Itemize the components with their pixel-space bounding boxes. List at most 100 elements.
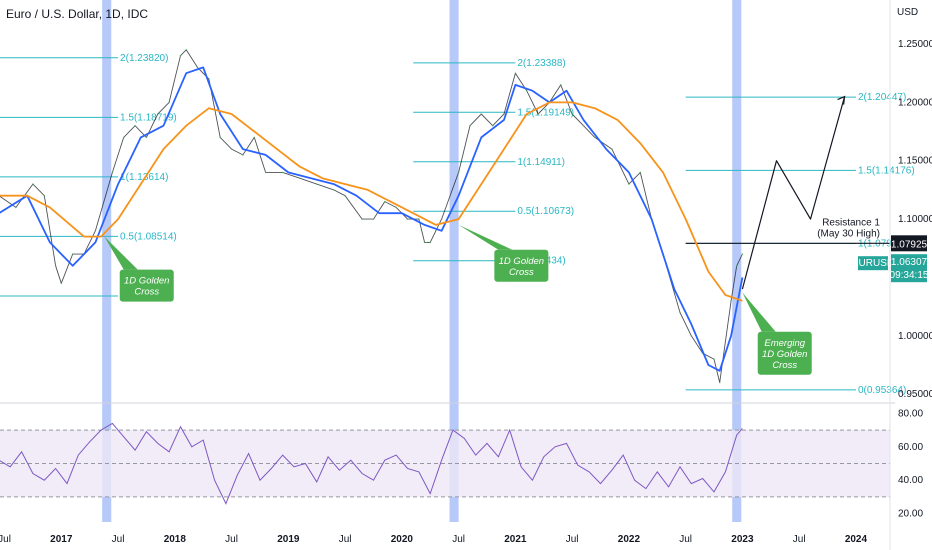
price-point: [32, 183, 34, 185]
price-point: [156, 113, 159, 115]
price-point: [457, 171, 460, 174]
price-point: [332, 189, 335, 191]
callout-text: Cross: [509, 267, 534, 278]
resistance-price-badge: [891, 235, 927, 252]
price-point: [735, 264, 738, 267]
ma200-line: [0, 101, 743, 302]
chart-title: Euro / U.S. Dollar, 1D, IDC: [6, 7, 149, 21]
price-point: [491, 124, 494, 127]
fib-label: 2(1.20447): [858, 92, 906, 103]
callout-text: 1D Golden: [499, 256, 544, 267]
countdown-text: 09:34:15: [890, 270, 929, 281]
price-point: [690, 335, 693, 337]
price-point: [230, 148, 233, 150]
rsi-band: [0, 429, 890, 498]
current-price-badge: [891, 254, 927, 283]
x-tick-label: Jul: [452, 534, 465, 545]
price-point: [15, 206, 17, 209]
x-tick-label: Jul: [679, 534, 692, 545]
price-point: [594, 136, 596, 139]
fib-label: 0.5(1.08514): [120, 231, 177, 242]
price-point: [43, 194, 46, 197]
price-point: [429, 241, 432, 244]
price-point: [395, 206, 397, 209]
price-point: [60, 282, 63, 285]
symbol-badge: [858, 256, 888, 271]
price-point: [525, 89, 528, 92]
x-tick-label: Jul: [0, 534, 11, 545]
price-point: [94, 229, 97, 232]
callout-box: [757, 331, 812, 375]
fib-label: 2(1.23388): [517, 58, 565, 69]
x-tick-label: Jul: [112, 534, 125, 545]
rsi-line: [0, 422, 743, 505]
rsi-tick-label: 80.00: [898, 408, 923, 419]
price-point: [54, 264, 57, 267]
price-point: [628, 183, 630, 185]
x-tick-label: 2018: [164, 534, 187, 545]
price-point: [264, 171, 267, 174]
price-point: [611, 148, 613, 150]
price-point: [122, 136, 125, 139]
x-tick-label: 2021: [504, 534, 527, 545]
price-point: [372, 218, 375, 220]
fib-label: 1.5(1.19149): [517, 107, 574, 118]
price-point: [111, 171, 114, 174]
x-tick-label: Jul: [225, 534, 238, 545]
y-tick-label: 0.95000: [898, 389, 932, 400]
price-point: [145, 136, 148, 139]
price-point: [480, 113, 483, 115]
price-point: [713, 358, 715, 360]
x-tick-label: 2023: [731, 534, 754, 545]
golden-cross-highlight: [102, 0, 112, 522]
price-point: [134, 124, 136, 127]
price-point: [185, 49, 187, 51]
callout-text: 1D Golden: [762, 349, 807, 360]
price-point: [384, 200, 386, 203]
price-point: [514, 72, 517, 74]
fib-label: 0(0.95364): [858, 385, 906, 396]
price-point: [361, 218, 363, 220]
rsi-tick-label: 60.00: [898, 442, 923, 453]
callout-pointer: [742, 292, 776, 332]
callout-text: Emerging: [764, 338, 805, 349]
fib-label: 1(1.07905): [858, 239, 906, 250]
ma50-line: [0, 66, 744, 372]
price-point: [168, 101, 170, 104]
x-tick-label: 2019: [277, 534, 300, 545]
golden-cross-highlight: [732, 0, 742, 522]
price-point: [571, 113, 573, 115]
callout-text: 1D Golden: [124, 276, 169, 287]
price-point: [298, 177, 301, 180]
price-point: [559, 84, 562, 86]
callout-text: Cross: [772, 360, 797, 371]
price-point: [344, 194, 346, 197]
price-point: [679, 311, 681, 314]
resistance-sublabel: (May 30 High): [817, 228, 880, 239]
fib-label: 2(1.23820): [120, 53, 168, 64]
y-tick-label: 1.00000: [898, 331, 932, 342]
symbol-text: EURUSD: [852, 258, 894, 269]
callout-pointer: [458, 224, 513, 250]
x-tick-label: Jul: [339, 534, 352, 545]
price-point: [71, 253, 74, 255]
price-point: [741, 253, 744, 255]
projection-arrowhead: [837, 95, 846, 105]
callout-text: Cross: [134, 287, 159, 298]
fib-label: 0.5(1.10673): [517, 206, 574, 217]
rsi-series: [0, 422, 743, 505]
price-point: [639, 171, 642, 174]
price-point: [730, 299, 732, 302]
callout-box: [119, 269, 174, 302]
price-point: [196, 66, 199, 69]
price-point: [423, 241, 426, 244]
x-tick-label: 2024: [845, 534, 868, 545]
y-tick-label: 1.20000: [898, 97, 932, 108]
y-tick-label: 1.10000: [898, 214, 932, 225]
fib-label: 1(1.14911): [517, 157, 565, 168]
price-point: [418, 218, 420, 220]
price-point: [406, 218, 409, 220]
